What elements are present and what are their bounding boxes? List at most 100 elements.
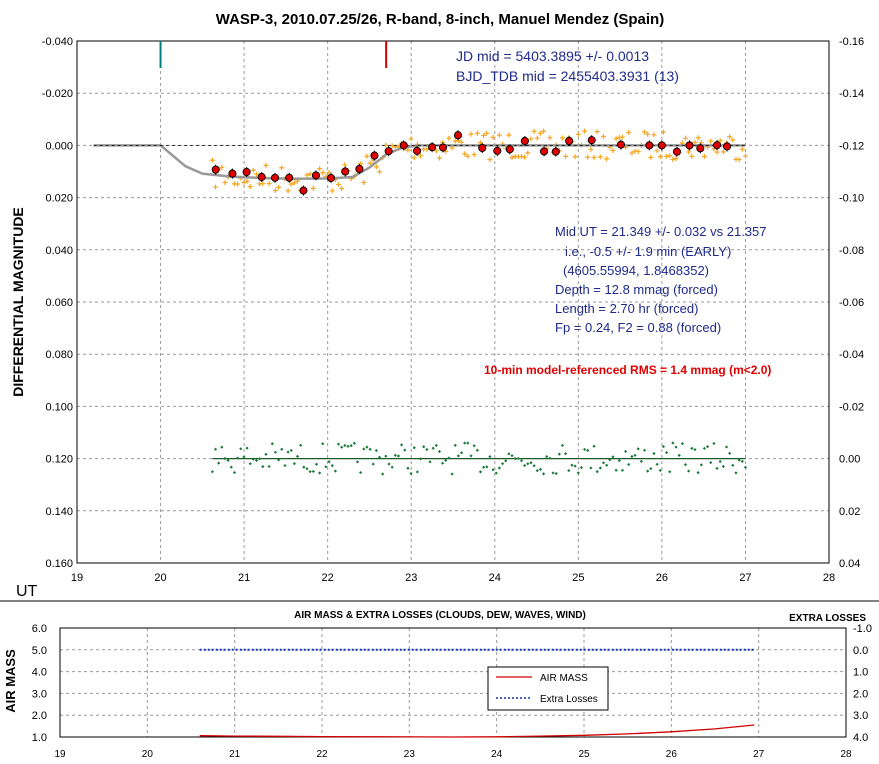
residual-point <box>333 469 337 473</box>
residual-point <box>734 471 738 475</box>
residual-point <box>500 462 505 466</box>
raw-point <box>645 131 651 137</box>
legend-box <box>487 666 609 711</box>
raw-data-points <box>209 128 748 194</box>
raw-point <box>329 188 335 194</box>
raw-point <box>613 136 619 142</box>
binned-point <box>657 141 666 150</box>
residual-point <box>570 463 574 467</box>
residual-point <box>365 445 369 449</box>
raw-point <box>481 132 487 138</box>
residual-point <box>608 458 612 462</box>
bottom-y2-tick-label: 2.0 <box>853 688 868 700</box>
raw-point <box>436 155 442 161</box>
binned-point <box>399 141 408 150</box>
raw-point <box>474 130 480 136</box>
raw-point <box>266 181 272 187</box>
binned-point <box>723 142 732 151</box>
residual-point <box>649 467 653 471</box>
raw-point <box>276 184 282 190</box>
raw-point <box>582 128 588 134</box>
raw-point <box>285 188 291 194</box>
binned-point <box>478 143 487 153</box>
raw-point <box>591 155 597 161</box>
top-x-tick-labels: 19 20 21 22 23 24 25 26 27 28 <box>71 572 835 584</box>
ingress-egress-markers <box>159 41 388 68</box>
raw-point <box>310 185 316 191</box>
residual-point <box>261 465 265 469</box>
raw-point <box>720 149 726 155</box>
residual-point <box>595 470 599 474</box>
y-tick-label: 0.080 <box>45 349 73 361</box>
residual-point <box>456 454 460 458</box>
raw-point <box>528 136 534 142</box>
residual-point <box>277 458 281 462</box>
airmass-series-lines <box>199 648 755 738</box>
raw-point <box>683 135 689 141</box>
residual-point <box>428 460 432 464</box>
legend: AIR MASS Extra Losses <box>487 666 609 711</box>
residual-point <box>554 471 558 476</box>
y2-tick-label: 0.04 <box>839 558 860 570</box>
raw-point <box>361 180 367 186</box>
residual-point <box>567 468 571 473</box>
residual-point <box>724 445 729 449</box>
airmass-line <box>199 724 755 738</box>
raw-point <box>433 148 439 154</box>
binned-point <box>428 143 437 152</box>
raw-point <box>537 130 543 136</box>
raw-point <box>664 153 670 159</box>
raw-point <box>304 172 310 178</box>
residual-point <box>210 470 214 474</box>
raw-point <box>654 148 660 154</box>
raw-point <box>619 134 625 140</box>
raw-point <box>219 164 225 170</box>
residual-point <box>226 458 230 462</box>
x-tick-label: 28 <box>823 572 835 584</box>
residual-point <box>630 454 634 459</box>
raw-point <box>364 153 370 159</box>
residual-point <box>535 469 539 473</box>
residual-point <box>302 465 306 469</box>
residual-point <box>485 465 489 469</box>
x-axis-label: UT <box>16 583 38 600</box>
residual-point <box>702 446 707 451</box>
bottom-y-tick-label: 6.0 <box>32 623 47 635</box>
residual-point <box>545 455 549 459</box>
binned-point <box>228 169 237 178</box>
binned-point <box>242 167 251 177</box>
y2-tick-label: -0.06 <box>839 297 864 309</box>
residual-point <box>705 444 710 449</box>
residual-point <box>564 452 568 456</box>
legend-airmass-label: AIR MASS <box>540 673 588 684</box>
residual-point <box>409 471 413 476</box>
residual-point <box>289 448 293 452</box>
residual-point <box>371 462 375 466</box>
binned-point <box>270 173 280 182</box>
raw-point <box>487 157 493 163</box>
y-tick-label: -0.020 <box>42 88 73 100</box>
residual-point <box>349 443 353 448</box>
raw-point <box>408 136 414 142</box>
residual-point <box>601 461 606 465</box>
residual-point <box>671 441 675 445</box>
residual-point <box>418 457 423 461</box>
raw-point <box>626 130 632 136</box>
residual-point <box>393 453 397 457</box>
residual-point <box>642 448 647 452</box>
binned-point <box>413 146 422 155</box>
y2-tick-label: 0.02 <box>839 506 860 518</box>
raw-point <box>714 149 720 155</box>
residual-point <box>412 446 416 450</box>
bottom-y2-tick-label: 0.0 <box>853 645 868 657</box>
raw-point <box>689 153 695 159</box>
residual-point <box>396 454 401 458</box>
residual-point <box>633 453 637 457</box>
raw-point <box>563 153 569 159</box>
raw-point <box>588 146 594 152</box>
binned-point <box>370 151 379 160</box>
raw-point <box>585 154 591 160</box>
binned-point <box>211 165 220 174</box>
residual-point <box>478 470 483 474</box>
residual-point <box>220 445 224 449</box>
